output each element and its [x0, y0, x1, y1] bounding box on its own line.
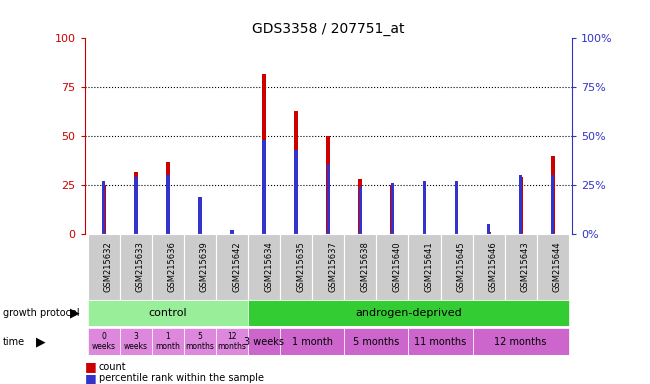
Text: GSM215637: GSM215637 — [328, 242, 337, 292]
Bar — [454, 185, 458, 234]
Bar — [166, 162, 170, 234]
Bar — [422, 183, 426, 234]
Title: GDS3358 / 207751_at: GDS3358 / 207751_at — [252, 22, 404, 36]
Text: GSM215638: GSM215638 — [360, 242, 369, 292]
Bar — [441, 234, 473, 300]
Bar — [152, 234, 184, 300]
Text: GSM215635: GSM215635 — [296, 242, 306, 292]
Bar — [473, 234, 504, 300]
Bar — [455, 181, 458, 234]
Bar — [248, 328, 280, 355]
Bar — [519, 175, 523, 234]
Text: time: time — [3, 337, 25, 347]
Text: 12 months: 12 months — [495, 337, 547, 347]
Text: 5
months: 5 months — [185, 332, 214, 351]
Text: ▶: ▶ — [70, 306, 79, 319]
Text: GSM215643: GSM215643 — [521, 242, 530, 292]
Bar — [88, 328, 120, 355]
Text: GSM215633: GSM215633 — [136, 242, 145, 292]
Text: GSM215645: GSM215645 — [456, 242, 465, 292]
Bar — [422, 181, 426, 234]
Text: GSM215636: GSM215636 — [168, 242, 177, 292]
Bar — [262, 74, 266, 234]
Text: GSM215634: GSM215634 — [264, 242, 273, 292]
Bar — [391, 185, 395, 234]
Bar — [519, 177, 523, 234]
Text: percentile rank within the sample: percentile rank within the sample — [99, 373, 264, 383]
Text: GSM215641: GSM215641 — [424, 242, 434, 292]
Bar — [134, 177, 138, 234]
Bar — [263, 140, 266, 234]
Bar — [184, 234, 216, 300]
Bar — [326, 136, 330, 234]
Bar — [358, 179, 362, 234]
Bar — [280, 234, 312, 300]
Bar — [88, 234, 120, 300]
Bar — [326, 164, 330, 234]
Text: GSM215646: GSM215646 — [489, 242, 498, 292]
Bar — [504, 234, 537, 300]
Bar — [88, 300, 248, 326]
Bar — [230, 230, 234, 234]
Text: 12
months: 12 months — [218, 332, 246, 351]
Bar — [184, 328, 216, 355]
Bar — [134, 172, 138, 234]
Bar — [216, 328, 248, 355]
Bar — [198, 197, 202, 234]
Bar — [408, 328, 473, 355]
Text: 0
weeks: 0 weeks — [92, 332, 116, 351]
Bar — [551, 156, 554, 234]
Bar — [376, 234, 408, 300]
Bar — [359, 187, 362, 234]
Text: 3 weeks: 3 weeks — [244, 337, 284, 347]
Bar — [280, 328, 344, 355]
Text: GSM215640: GSM215640 — [393, 242, 402, 292]
Text: ■: ■ — [84, 372, 96, 384]
Bar — [198, 209, 202, 234]
Bar — [294, 111, 298, 234]
Bar — [473, 328, 569, 355]
Text: count: count — [99, 362, 126, 372]
Bar — [487, 224, 490, 234]
Bar — [102, 181, 105, 234]
Bar — [344, 234, 376, 300]
Bar — [120, 328, 152, 355]
Text: control: control — [149, 308, 187, 318]
Text: 1
month: 1 month — [155, 332, 180, 351]
Text: GSM215639: GSM215639 — [200, 242, 209, 292]
Bar — [248, 234, 280, 300]
Text: growth protocol: growth protocol — [3, 308, 80, 318]
Bar — [120, 234, 152, 300]
Text: ■: ■ — [84, 360, 96, 373]
Bar — [294, 150, 298, 234]
Bar — [248, 300, 569, 326]
Text: GSM215644: GSM215644 — [552, 242, 562, 292]
Text: GSM215642: GSM215642 — [232, 242, 241, 292]
Bar — [312, 234, 344, 300]
Text: 3
weeks: 3 weeks — [124, 332, 148, 351]
Bar — [344, 328, 408, 355]
Bar — [152, 328, 184, 355]
Bar — [166, 175, 170, 234]
Text: androgen-deprived: androgen-deprived — [355, 308, 462, 318]
Bar — [487, 232, 491, 234]
Text: 5 months: 5 months — [353, 337, 400, 347]
Bar — [102, 185, 106, 234]
Text: ▶: ▶ — [36, 335, 46, 348]
Text: 1 month: 1 month — [292, 337, 333, 347]
Text: GSM215632: GSM215632 — [104, 242, 112, 292]
Bar — [551, 175, 554, 234]
Bar — [391, 183, 394, 234]
Bar — [216, 234, 248, 300]
Text: 11 months: 11 months — [415, 337, 467, 347]
Bar — [537, 234, 569, 300]
Bar — [408, 234, 441, 300]
